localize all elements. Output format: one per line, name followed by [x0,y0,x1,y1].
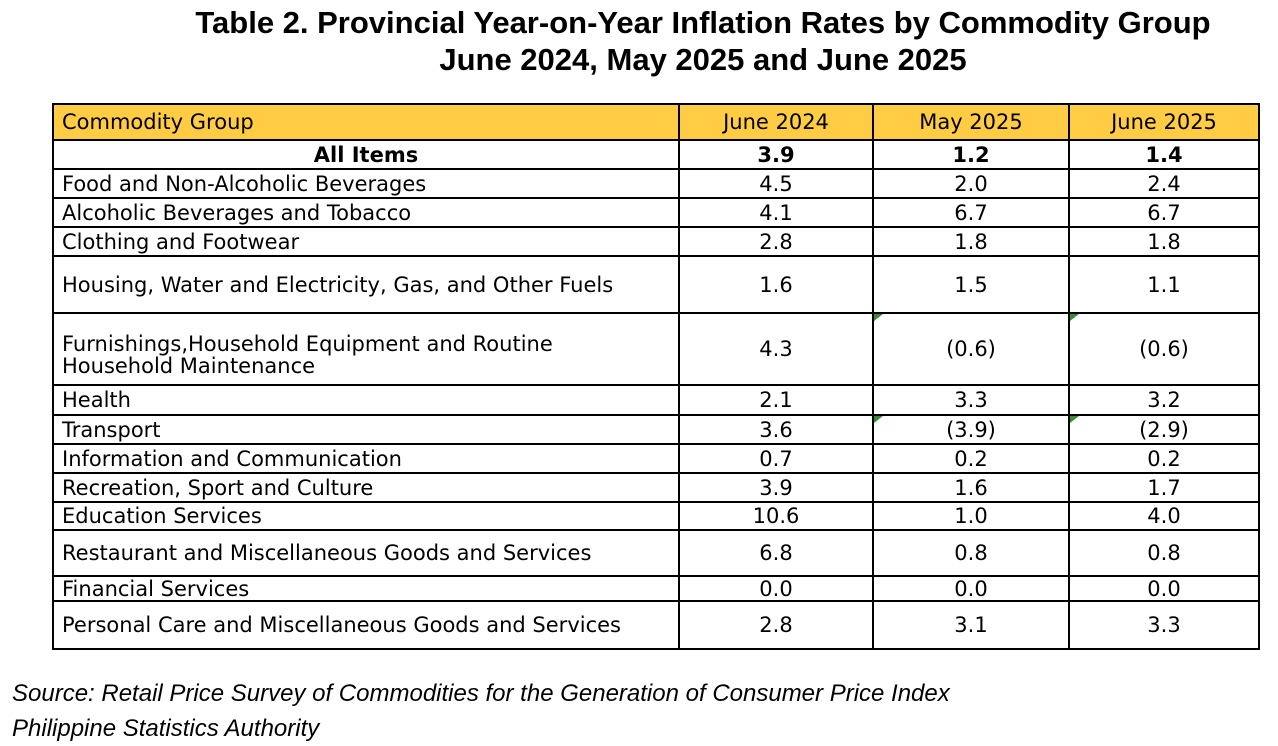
value-may-2025: (3.9) [872,414,1070,445]
commodity-name: Clothing and Footwear [52,226,680,257]
table-row: All Items 3.9 1.2 1.4 [52,139,1260,170]
table-row: Transport 3.6 (3.9) (2.9) [52,414,1260,445]
value-june-2025: 3.2 [1068,384,1260,416]
table-row: Financial Services 0.0 0.0 0.0 [52,575,1260,602]
value-june-2024: 3.9 [678,472,874,503]
value-may-2025: (0.6) [872,312,1070,386]
value-may-2025: 1.6 [872,472,1070,503]
table-row: Restaurant and Miscellaneous Goods and S… [52,529,1260,577]
value-june-2025: (2.9) [1068,414,1260,445]
cell-flag-marker [1070,416,1079,423]
table-row: Education Services 10.6 1.0 4.0 [52,501,1260,531]
commodity-name: Alcoholic Beverages and Tobacco [52,197,680,228]
commodity-name: Food and Non-Alcoholic Beverages [52,168,680,199]
value-june-2024: 4.3 [678,312,874,386]
commodity-name: Housing, Water and Electricity, Gas, and… [52,255,680,314]
value-june-2025: 6.7 [1068,197,1260,228]
value-june-2025: 1.7 [1068,472,1260,503]
cell-flag-marker [1070,314,1079,321]
value-june-2025: 1.8 [1068,226,1260,257]
table-row: Clothing and Footwear 2.8 1.8 1.8 [52,226,1260,257]
title-line-1: Table 2. Provincial Year-on-Year Inflati… [195,5,1211,40]
value-june-2025: 0.0 [1068,575,1260,602]
table-row: Health 2.1 3.3 3.2 [52,384,1260,416]
cell-flag-marker [874,416,883,423]
value-june-2024: 0.7 [678,443,874,474]
commodity-name: Health [52,384,680,416]
cell-value: (0.6) [1139,337,1189,361]
value-may-2025: 1.0 [872,501,1070,531]
value-june-2024: 10.6 [678,501,874,531]
value-may-2025: 3.3 [872,384,1070,416]
header-june-2024: June 2024 [678,103,874,141]
value-june-2025: 1.1 [1068,255,1260,314]
cell-value: (2.9) [1139,417,1189,442]
source-line-1: Source: Retail Price Survey of Commoditi… [12,680,950,707]
source-note: Source: Retail Price Survey of Commoditi… [12,676,950,746]
table-row: Food and Non-Alcoholic Beverages 4.5 2.0… [52,168,1260,199]
value-june-2024: 3.6 [678,414,874,445]
value-june-2024: 4.5 [678,168,874,199]
value-may-2025: 6.7 [872,197,1070,228]
value-june-2025: 4.0 [1068,501,1260,531]
value-may-2025: 2.0 [872,168,1070,199]
table-row: Alcoholic Beverages and Tobacco 4.1 6.7 … [52,197,1260,228]
value-june-2024: 4.1 [678,197,874,228]
value-june-2025: 0.2 [1068,443,1260,474]
cell-flag-marker [874,314,883,321]
commodity-name: All Items [52,139,680,170]
value-june-2024: 6.8 [678,529,874,577]
value-june-2024: 2.8 [678,226,874,257]
header-may-2025: May 2025 [872,103,1070,141]
commodity-name: Recreation, Sport and Culture [52,472,680,503]
inflation-table: Commodity Group June 2024 May 2025 June … [52,103,1260,650]
value-may-2025: 1.8 [872,226,1070,257]
value-june-2025: 1.4 [1068,139,1260,170]
value-june-2025: (0.6) [1068,312,1260,386]
commodity-name: Financial Services [52,575,680,602]
source-line-2: Philippine Statistics Authority [12,715,320,742]
commodity-name: Education Services [52,501,680,531]
cell-value: (0.6) [946,337,996,361]
value-june-2025: 3.3 [1068,600,1260,650]
commodity-name: Personal Care and Miscellaneous Goods an… [52,600,680,650]
table-row: Information and Communication 0.7 0.2 0.… [52,443,1260,474]
value-may-2025: 0.8 [872,529,1070,577]
value-june-2025: 0.8 [1068,529,1260,577]
value-june-2025: 2.4 [1068,168,1260,199]
value-may-2025: 3.1 [872,600,1070,650]
header-june-2025: June 2025 [1068,103,1260,141]
table-row: Recreation, Sport and Culture 3.9 1.6 1.… [52,472,1260,503]
commodity-name: Information and Communication [52,443,680,474]
value-may-2025: 1.5 [872,255,1070,314]
value-june-2024: 3.9 [678,139,874,170]
table-row: Housing, Water and Electricity, Gas, and… [52,255,1260,314]
value-may-2025: 0.0 [872,575,1070,602]
value-june-2024: 2.8 [678,600,874,650]
value-june-2024: 2.1 [678,384,874,416]
table-row: Personal Care and Miscellaneous Goods an… [52,600,1260,650]
value-june-2024: 1.6 [678,255,874,314]
cell-value: (3.9) [946,417,996,442]
header-row: Commodity Group June 2024 May 2025 June … [52,103,1260,141]
commodity-name: Transport [52,414,680,445]
value-may-2025: 1.2 [872,139,1070,170]
value-june-2024: 0.0 [678,575,874,602]
header-commodity-group: Commodity Group [52,103,680,141]
table-title: Table 2. Provincial Year-on-Year Inflati… [0,4,1278,78]
commodity-name: Restaurant and Miscellaneous Goods and S… [52,529,680,577]
commodity-name: Furnishings,Household Equipment and Rout… [52,312,680,386]
value-may-2025: 0.2 [872,443,1070,474]
table-row: Furnishings,Household Equipment and Rout… [52,312,1260,386]
title-line-2: June 2024, May 2025 and June 2025 [439,42,967,77]
